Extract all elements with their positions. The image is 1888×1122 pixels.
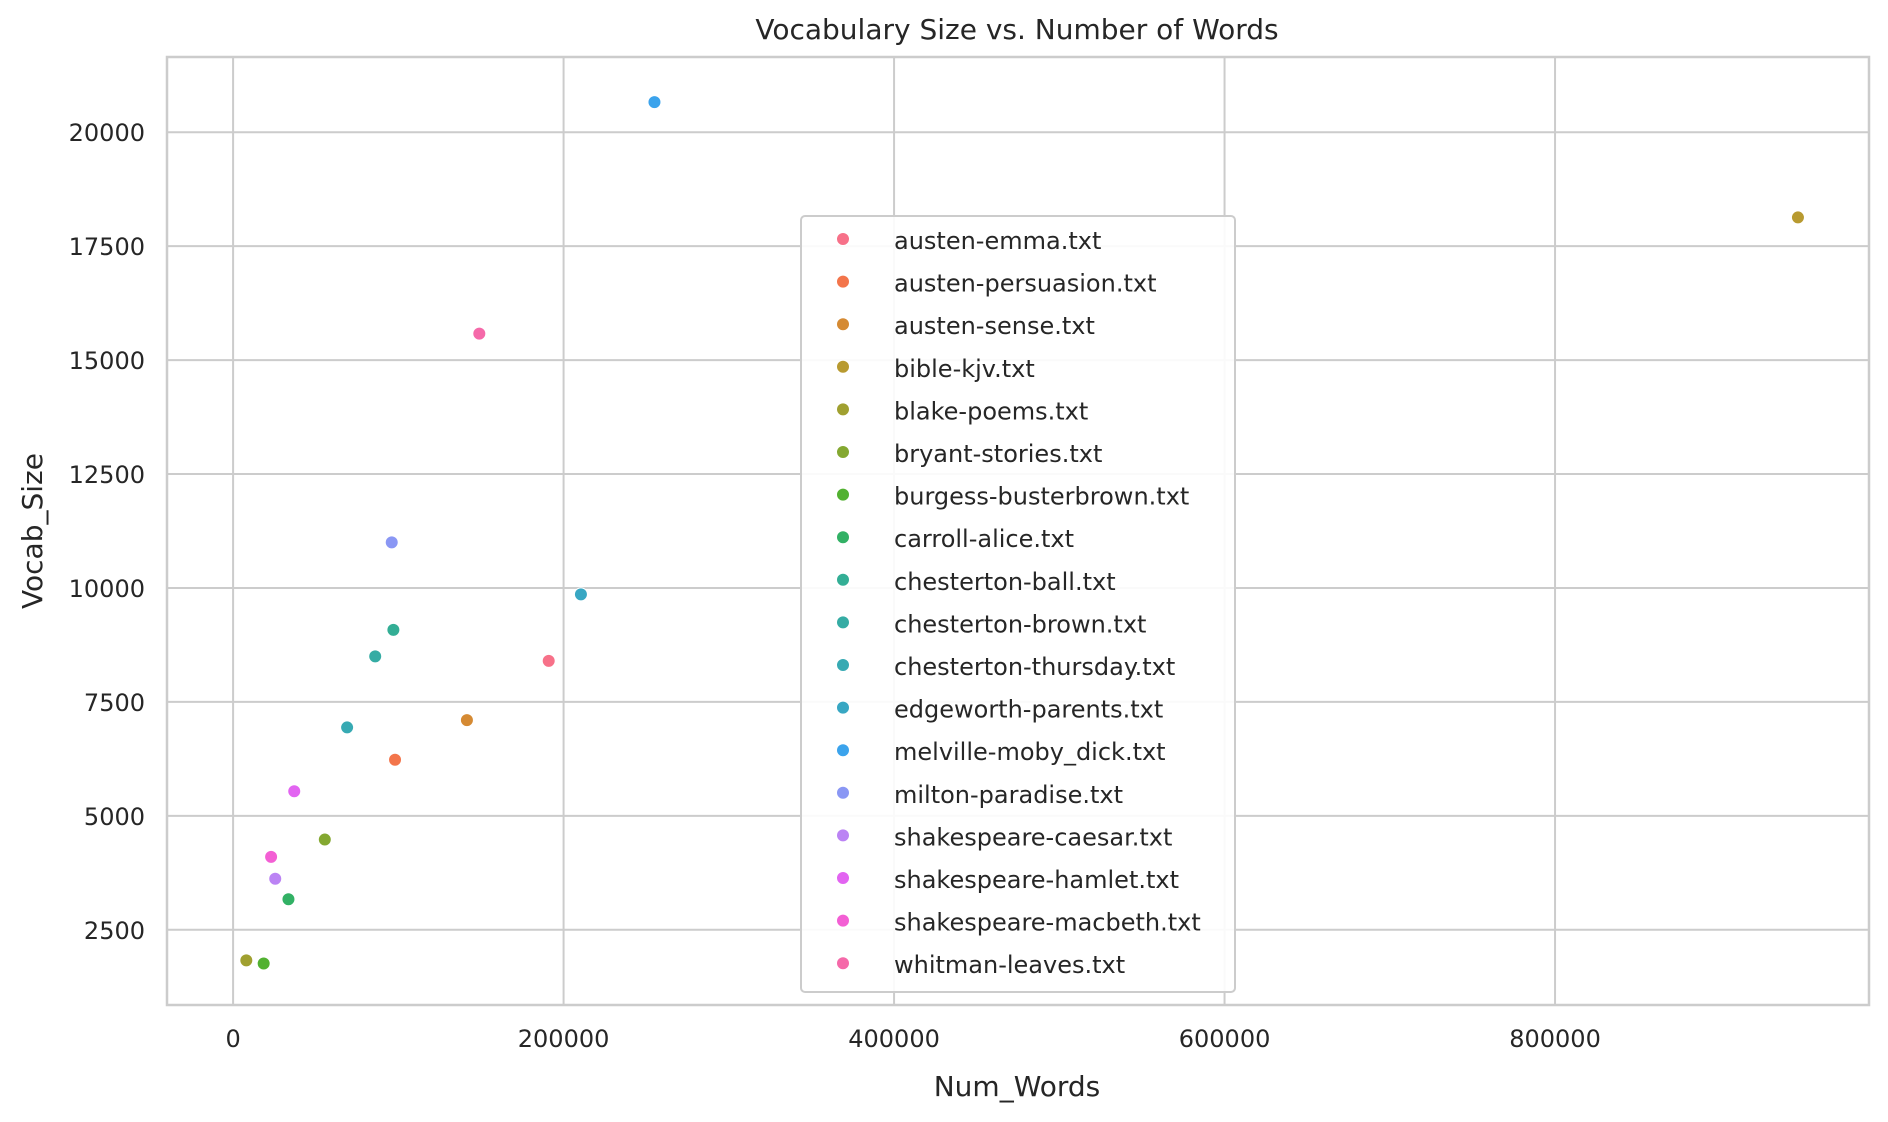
x-tick-label: 400000 — [848, 1025, 940, 1053]
legend-entry: blake-poems.txt — [836, 397, 1088, 425]
legend-label: austen-emma.txt — [894, 227, 1101, 255]
legend-entry: burgess-busterbrown.txt — [836, 483, 1189, 511]
legend-entry: shakespeare-macbeth.txt — [836, 909, 1201, 937]
legend: austen-emma.txt austen-persuasion.txt aust… — [800, 215, 1236, 993]
legend-marker — [836, 445, 850, 459]
x-axis-label: Num_Words — [934, 1070, 1101, 1103]
data-point — [647, 95, 662, 110]
data-point — [287, 784, 302, 799]
y-tick-label: 12500 — [69, 461, 145, 489]
y-tick-labels: 2500 5000 7500 10000 12500 15000 17500 20000 — [69, 119, 145, 945]
data-point — [281, 892, 296, 907]
data-point — [239, 953, 254, 968]
y-tick-label: 7500 — [84, 689, 145, 717]
legend-label: chesterton-brown.txt — [894, 610, 1146, 638]
legend-label: austen-sense.txt — [894, 312, 1095, 340]
legend-marker — [836, 956, 850, 971]
x-tick-label: 0 — [225, 1025, 240, 1053]
legend-entry: chesterton-ball.txt — [836, 568, 1116, 596]
y-tick-label: 17500 — [69, 233, 145, 261]
legend-label: chesterton-ball.txt — [894, 568, 1116, 596]
legend-marker — [836, 487, 850, 502]
legend-entry: austen-emma.txt — [836, 227, 1101, 255]
legend-entry: shakespeare-caesar.txt — [836, 823, 1172, 851]
y-tick-label: 5000 — [84, 803, 145, 831]
legend-marker — [836, 828, 850, 843]
legend-box — [800, 215, 1236, 993]
legend-entry: melville-moby_dick.txt — [836, 738, 1166, 766]
legend-entry: edgeworth-parents.txt — [836, 696, 1163, 724]
y-tick-label: 2500 — [84, 917, 145, 945]
data-point — [340, 720, 355, 735]
legend-label: blake-poems.txt — [894, 397, 1088, 425]
legend-entry: austen-sense.txt — [836, 312, 1095, 340]
data-point — [459, 713, 474, 728]
data-points — [239, 95, 1805, 971]
legend-marker — [836, 658, 850, 672]
legend-marker — [836, 871, 850, 885]
legend-label: edgeworth-parents.txt — [894, 696, 1163, 724]
legend-label: austen-persuasion.txt — [894, 270, 1156, 298]
legend-entry: shakespeare-hamlet.txt — [836, 866, 1179, 894]
legend-marker — [836, 359, 850, 374]
legend-marker — [836, 317, 850, 332]
legend-entry: carroll-alice.txt — [836, 525, 1074, 553]
data-point — [384, 535, 399, 550]
data-point — [368, 649, 383, 664]
legend-marker — [836, 743, 850, 758]
legend-label: carroll-alice.txt — [894, 525, 1074, 553]
legend-marker — [836, 402, 850, 417]
legend-entry: bible-kjv.txt — [836, 355, 1035, 383]
y-tick-label: 20000 — [69, 119, 145, 147]
legend-marker — [836, 530, 850, 545]
legend-label: bryant-stories.txt — [894, 440, 1102, 468]
legend-label: shakespeare-caesar.txt — [894, 823, 1172, 851]
data-point — [472, 326, 487, 341]
data-point — [1790, 210, 1805, 225]
legend-marker — [836, 232, 850, 246]
legend-entry: bryant-stories.txt — [836, 440, 1102, 468]
data-point — [386, 622, 401, 637]
legend-entry: austen-persuasion.txt — [836, 270, 1156, 298]
x-tick-label: 600000 — [1179, 1025, 1271, 1053]
data-point — [268, 871, 283, 886]
x-tick-labels: 0 200000 400000 600000 800000 — [225, 1025, 1600, 1053]
legend-label: whitman-leaves.txt — [894, 951, 1125, 979]
x-tick-label: 200000 — [518, 1025, 610, 1053]
legend-label: burgess-busterbrown.txt — [894, 483, 1189, 511]
chart-title: Vocabulary Size vs. Number of Words — [755, 13, 1278, 46]
legend-label: shakespeare-hamlet.txt — [894, 866, 1179, 894]
y-tick-label: 15000 — [69, 347, 145, 375]
x-tick-label: 800000 — [1509, 1025, 1601, 1053]
legend-label: milton-paradise.txt — [894, 781, 1123, 809]
data-point — [541, 653, 556, 668]
legend-marker — [836, 913, 850, 928]
legend-entry: milton-paradise.txt — [836, 781, 1123, 809]
legend-label: shakespeare-macbeth.txt — [894, 909, 1201, 937]
data-point — [388, 752, 403, 767]
data-point — [264, 849, 279, 864]
legend-entry: whitman-leaves.txt — [836, 951, 1125, 979]
y-tick-label: 10000 — [69, 575, 145, 603]
legend-entry: chesterton-brown.txt — [836, 610, 1146, 638]
legend-marker — [836, 785, 850, 800]
legend-marker — [836, 700, 850, 715]
data-point — [573, 587, 588, 602]
legend-label: melville-moby_dick.txt — [894, 738, 1166, 766]
legend-marker — [836, 615, 850, 630]
data-point — [317, 832, 332, 847]
data-point — [256, 956, 271, 971]
legend-marker — [836, 274, 850, 289]
legend-label: bible-kjv.txt — [894, 355, 1035, 383]
legend-label: chesterton-thursday.txt — [894, 653, 1175, 681]
y-axis-label: Vocab_Size — [16, 453, 49, 609]
legend-marker — [836, 572, 850, 587]
legend-entry: chesterton-thursday.txt — [836, 653, 1175, 681]
